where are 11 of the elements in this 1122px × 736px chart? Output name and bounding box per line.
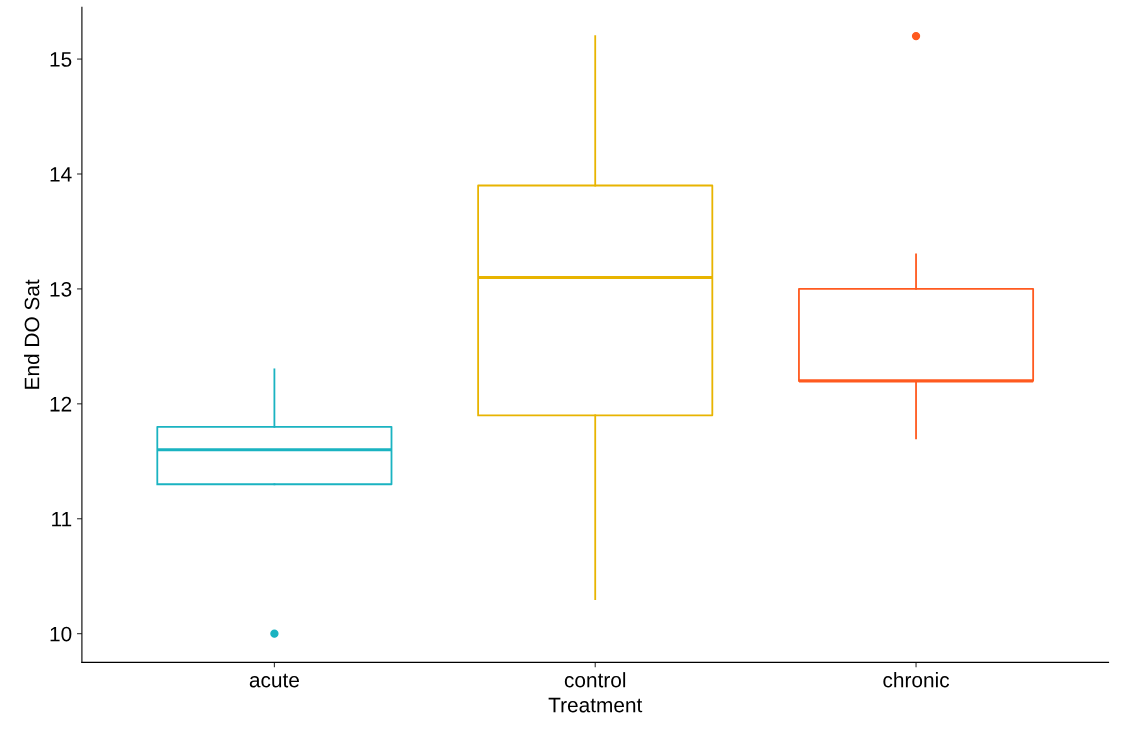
x-tick-label: acute bbox=[249, 673, 299, 688]
y-axis-title: End DO Sat bbox=[24, 279, 40, 389]
y-tick-label: 10 bbox=[50, 626, 72, 642]
x-tick-label: chronic bbox=[883, 672, 950, 688]
y-tick-label: 12 bbox=[50, 396, 72, 412]
y-tick-label: 15 bbox=[50, 52, 72, 67]
y-tick-label: 11 bbox=[52, 511, 72, 527]
y-tick-label: 14 bbox=[50, 167, 72, 182]
x-axis-title: Treatment bbox=[548, 697, 643, 713]
x-tick-label: control bbox=[564, 672, 626, 688]
y-tick-label: 13 bbox=[50, 281, 72, 297]
